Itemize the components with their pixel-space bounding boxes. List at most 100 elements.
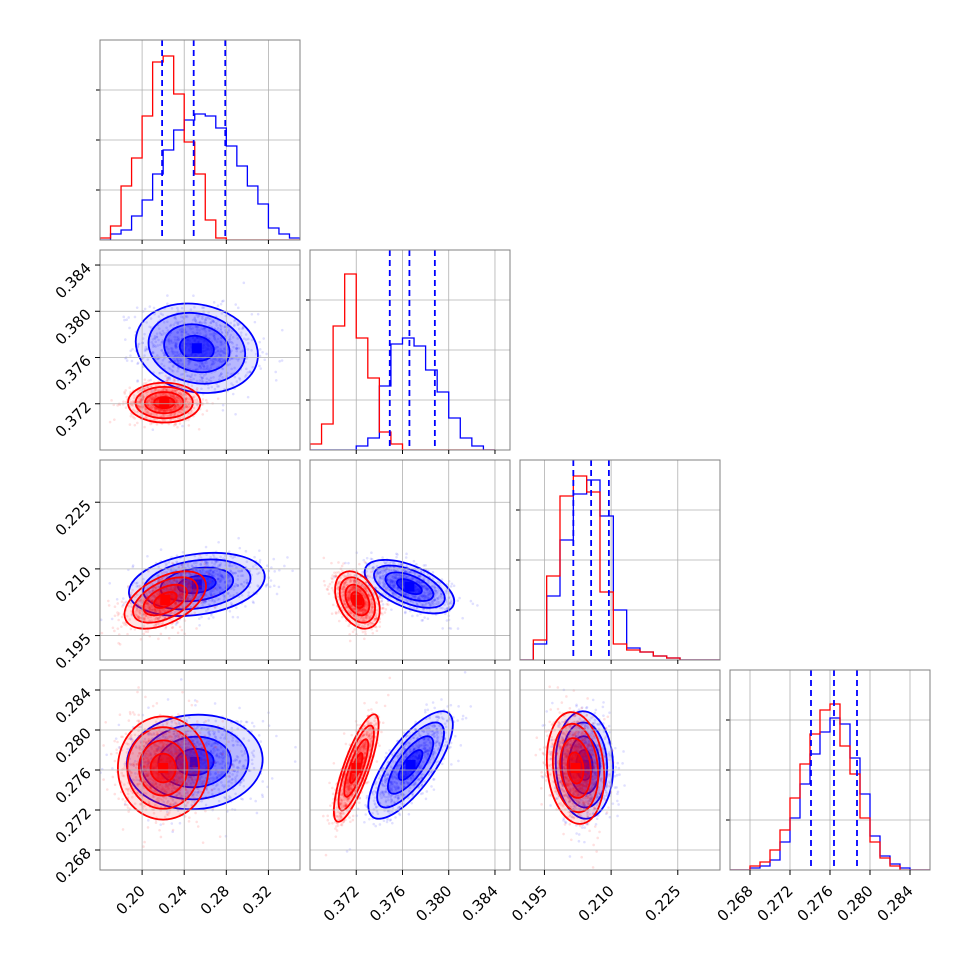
scatter-point — [175, 580, 179, 583]
scatter-point — [353, 580, 356, 583]
scatter-point — [425, 587, 428, 590]
scatter-point — [222, 359, 225, 362]
scatter-point — [219, 347, 222, 351]
scatter-point — [203, 601, 206, 605]
scatter-point — [177, 410, 181, 413]
histogram-series-b — [730, 703, 930, 870]
scatter-point — [200, 361, 204, 364]
scatter-point — [428, 601, 431, 605]
scatter-point — [196, 595, 199, 599]
scatter-point — [133, 628, 137, 631]
scatter-point — [434, 589, 437, 592]
scatter-point — [124, 600, 128, 604]
scatter-point — [223, 325, 227, 329]
scatter-point — [219, 343, 223, 347]
scatter-point — [222, 557, 225, 560]
scatter-point — [240, 583, 244, 586]
scatter-point — [212, 331, 216, 335]
scatter-point — [206, 364, 209, 368]
scatter-point — [227, 575, 231, 578]
scatter-point — [234, 582, 238, 586]
scatter-point — [235, 566, 238, 569]
scatter-point — [136, 615, 140, 619]
scatter-point — [150, 413, 153, 416]
scatter-point — [185, 405, 189, 408]
scatter-point — [147, 412, 151, 416]
scatter-point — [154, 393, 158, 397]
scatter-point — [134, 613, 137, 616]
scatter-point — [194, 325, 198, 329]
scatter-point — [173, 413, 177, 416]
contour-line — [142, 583, 188, 617]
scatter-point — [163, 354, 166, 357]
scatter-point — [365, 600, 369, 604]
scatter-point — [186, 562, 189, 565]
scatter-point — [208, 573, 212, 576]
scatter-point — [375, 608, 379, 612]
scatter-point — [368, 615, 372, 619]
scatter-point — [391, 576, 395, 579]
scatter-point — [198, 321, 202, 325]
scatter-point — [191, 581, 195, 585]
scatter-point — [128, 595, 132, 599]
scatter-point — [162, 583, 166, 586]
scatter-point — [243, 580, 246, 584]
scatter-point — [173, 589, 177, 592]
scatter-point — [145, 594, 148, 597]
scatter-point — [180, 306, 184, 310]
scatter-point — [372, 592, 375, 595]
scatter-point — [214, 572, 217, 576]
scatter-point — [154, 623, 158, 626]
scatter-point — [100, 631, 104, 635]
scatter-point — [433, 598, 437, 602]
scatter-point — [193, 588, 197, 591]
scatter-point — [176, 351, 179, 354]
scatter-point — [180, 329, 184, 333]
scatter-point — [341, 588, 344, 591]
scatter-point — [171, 370, 175, 373]
scatter-point — [116, 404, 119, 407]
scatter-point — [236, 615, 240, 619]
scatter-point — [172, 405, 176, 409]
scatter-point — [143, 386, 146, 390]
scatter-point — [162, 332, 166, 335]
scatter-point — [173, 611, 176, 615]
scatter-point — [122, 597, 125, 600]
grid-lines — [100, 250, 300, 450]
scatter-point — [213, 332, 216, 336]
scatter-point — [124, 400, 128, 404]
scatter-point — [136, 390, 140, 394]
scatter-point — [195, 313, 199, 317]
scatter-point — [405, 569, 409, 573]
scatter-point — [147, 398, 151, 402]
scatter-point — [204, 561, 208, 564]
scatter-point — [122, 400, 125, 404]
scatter-point — [233, 585, 237, 588]
scatter-point — [432, 598, 436, 602]
scatter-point — [174, 400, 178, 403]
scatter-point — [395, 555, 398, 559]
scatter-point — [187, 359, 191, 362]
scatter-point — [353, 607, 357, 610]
scatter-point — [170, 409, 173, 413]
scatter-point — [178, 588, 182, 592]
scatter-point — [179, 595, 183, 599]
scatter-point — [407, 593, 410, 597]
scatter-point — [234, 303, 238, 306]
scatter-point — [154, 406, 157, 410]
scatter-point — [164, 588, 168, 592]
scatter-point — [375, 629, 379, 633]
scatter-point — [175, 589, 178, 593]
scatter-point — [172, 379, 176, 382]
scatter-point — [125, 359, 129, 362]
scatter-point — [212, 555, 216, 558]
histogram-series-b — [310, 273, 495, 450]
scatter-point — [181, 588, 185, 591]
scatter-point — [180, 628, 184, 632]
marginal-panel-2 — [310, 250, 510, 450]
scatter-point — [216, 572, 220, 576]
scatter-point — [215, 321, 218, 325]
scatter-point — [178, 390, 181, 394]
scatter-point — [180, 327, 184, 331]
scatter-point — [129, 627, 133, 631]
